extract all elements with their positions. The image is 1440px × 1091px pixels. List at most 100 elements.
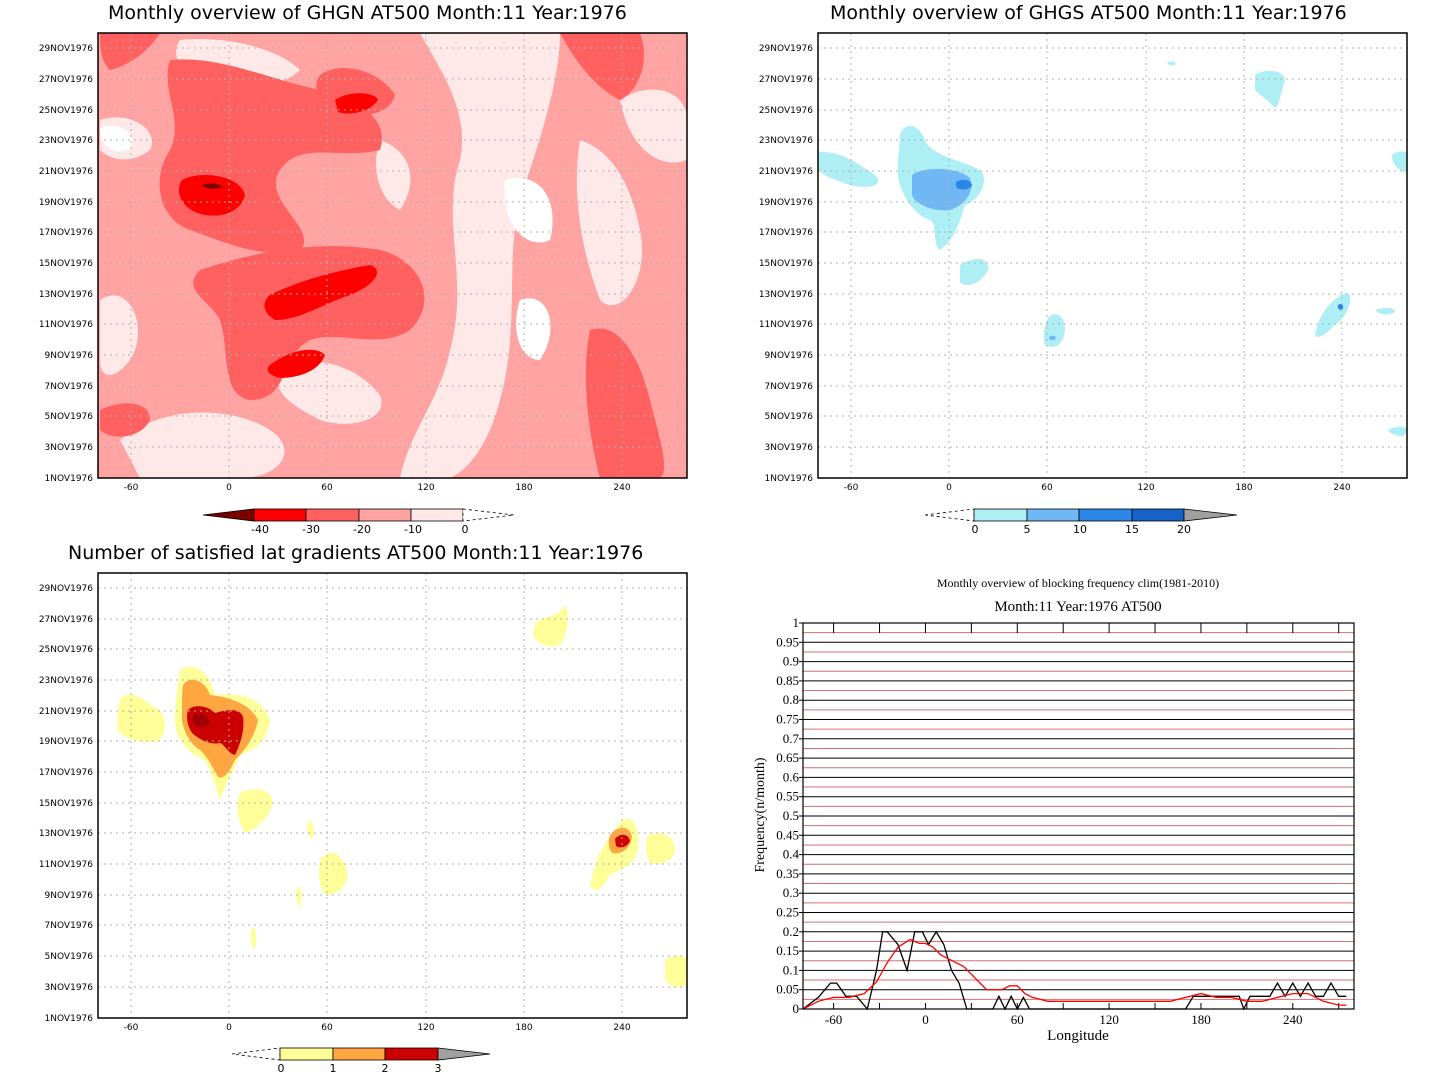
- y-tick-label: 11NOV1976: [759, 320, 813, 330]
- lat-panel: Number of satisfied lat gradients AT500 …: [0, 542, 720, 1091]
- colorbar-label: 1: [330, 1062, 337, 1075]
- ghgs-y-ticks: 1NOV1976 3NOV1976 5NOV1976 7NOV1976 9NOV…: [759, 44, 813, 484]
- freq-y-tick-label: 0: [793, 1001, 800, 1016]
- freq-y-tick-label: 0.7: [783, 731, 800, 746]
- freq-x-tick-label: 120: [1099, 1012, 1119, 1027]
- ghgn-contour-strong: [267, 349, 325, 378]
- colorbar-arrow-left: [924, 508, 975, 522]
- ghgs-contour-light: [1388, 426, 1407, 436]
- y-tick-label: 29NOV1976: [39, 584, 93, 594]
- freq-y-tick-label: 0.5: [783, 808, 799, 823]
- ghgs-map: 1NOV1976 3NOV1976 5NOV1976 7NOV1976 9NOV…: [759, 32, 1408, 536]
- ghgn-frame: [97, 32, 688, 479]
- colorbar-label: 20: [1177, 523, 1191, 536]
- y-tick-label: 7NOV1976: [45, 921, 94, 931]
- x-tick-label: 120: [417, 1023, 434, 1033]
- freq-y-tick-label: 0.9: [783, 654, 799, 669]
- y-tick-label: 9NOV1976: [765, 351, 814, 361]
- colorbar-arrow-right: [437, 1047, 491, 1061]
- colorbar-swatch: [1078, 508, 1133, 522]
- ghgn-contour-core: [202, 183, 222, 189]
- ghgn-colorbar: [202, 508, 515, 522]
- colorbar-swatch: [279, 1047, 334, 1061]
- y-tick-label: 27NOV1976: [39, 615, 93, 625]
- freq-x-tick-label: 0: [922, 1012, 929, 1027]
- x-tick-label: 60: [1041, 483, 1053, 493]
- colorbar-label: -20: [353, 523, 371, 536]
- y-tick-label: 19NOV1976: [39, 737, 93, 747]
- ghgn-contour-medium: [100, 403, 150, 437]
- x-tick-label: 240: [1333, 483, 1350, 493]
- ghgs-contour-light: [1167, 61, 1176, 66]
- colorbar-label: 0: [462, 523, 469, 536]
- y-tick-label: 25NOV1976: [39, 645, 93, 655]
- colorbar-swatch: [410, 508, 464, 522]
- lat-contour-yellow: [295, 887, 302, 908]
- x-tick-label: 180: [1235, 483, 1252, 493]
- y-tick-label: 1NOV1976: [45, 1014, 94, 1024]
- y-tick-label: 5NOV1976: [765, 412, 814, 422]
- lat-contour-yellow: [237, 789, 273, 833]
- y-tick-label: 5NOV1976: [45, 952, 94, 962]
- y-tick-label: 21NOV1976: [39, 167, 93, 177]
- y-tick-label: 21NOV1976: [759, 167, 813, 177]
- x-tick-label: 180: [515, 1023, 532, 1033]
- ghgn-contour-white: [516, 298, 551, 360]
- ghgn-contour-medium: [585, 328, 665, 478]
- ghgn-colorbar-labels: -40 -30 -20 -10 0: [251, 523, 468, 536]
- freq-chart: Monthly overview of blocking frequency c…: [753, 576, 1355, 1044]
- freq-y-tick-label: 0.65: [776, 750, 799, 765]
- ghgn-map: 1NOV1976 3NOV1976 5NOV1976 7NOV1976 9NOV…: [39, 32, 688, 536]
- y-tick-label: 17NOV1976: [39, 768, 93, 778]
- ghgn-contour-strong: [335, 93, 378, 114]
- ghgs-panel: Monthly overview of GHGS AT500 Month:11 …: [720, 0, 1440, 545]
- y-tick-label: 13NOV1976: [39, 290, 93, 300]
- lat-y-ticks: 1NOV1976 3NOV1976 5NOV1976 7NOV1976 9NOV…: [39, 584, 93, 1024]
- colorbar-swatch: [253, 508, 307, 522]
- ghgn-title: Monthly overview of GHGN AT500 Month:11 …: [108, 2, 627, 24]
- x-tick-label: 240: [613, 483, 630, 493]
- y-tick-label: 25NOV1976: [39, 106, 93, 116]
- ghgs-contour-light: [1255, 70, 1285, 108]
- ghgn-contour-strong: [178, 175, 245, 216]
- ghgn-contour-light: [576, 140, 642, 306]
- x-tick-label: 240: [613, 1023, 630, 1033]
- colorbar-label: -10: [404, 523, 422, 536]
- colorbar-arrow-right: [1183, 508, 1238, 522]
- lat-frame: [97, 572, 688, 1019]
- freq-subtitle: Month:11 Year:1976 AT500: [994, 599, 1161, 615]
- freq-series-climatology: [802, 938, 1347, 1010]
- x-tick-label: -60: [844, 483, 859, 493]
- colorbar-swatch: [384, 1047, 439, 1061]
- ghgn-contour-light: [620, 89, 687, 163]
- ghgn-y-ticks: 1NOV1976 3NOV1976 5NOV1976 7NOV1976 9NOV…: [39, 44, 93, 484]
- y-tick-label: 29NOV1976: [39, 44, 93, 54]
- freq-xlabel: Longitude: [1047, 1028, 1109, 1044]
- lat-gridlines: [98, 573, 687, 1018]
- y-tick-label: 7NOV1976: [45, 382, 94, 392]
- x-tick-label: 120: [1137, 483, 1154, 493]
- lat-contour-yellow: [665, 955, 687, 987]
- freq-y-tick-label: 0.8: [783, 692, 799, 707]
- freq-y-tick-label: 0.45: [776, 827, 799, 842]
- y-tick-label: 19NOV1976: [39, 198, 93, 208]
- x-tick-label: 0: [946, 483, 952, 493]
- lat-contour-yellow: [645, 833, 675, 864]
- lat-title: Number of satisfied lat gradients AT500 …: [68, 542, 644, 564]
- x-tick-label: 0: [226, 1023, 232, 1033]
- colorbar-arrow-left: [231, 1047, 281, 1061]
- freq-y-tick-label: 0.6: [783, 769, 800, 784]
- freq-y-tick-label: 0.55: [776, 789, 799, 804]
- freq-y-tick-label: 0.25: [776, 905, 799, 920]
- y-tick-label: 1NOV1976: [45, 474, 94, 484]
- lat-contour-yellow: [307, 821, 314, 840]
- freq-y-tick-label: 0.95: [776, 634, 799, 649]
- ghgn-contour-medium: [100, 33, 160, 70]
- ghgn-contour-light: [120, 412, 285, 478]
- freq-y-tick-label: 0.2: [783, 924, 799, 939]
- colorbar-label: 15: [1125, 523, 1139, 536]
- freq-y-tick-label: 0.75: [776, 712, 799, 727]
- lat-x-ticks: -60 0 60 120 180 240: [124, 1023, 631, 1033]
- ghgs-contour-mid: [912, 168, 972, 211]
- ghgn-contour-medium: [560, 33, 644, 100]
